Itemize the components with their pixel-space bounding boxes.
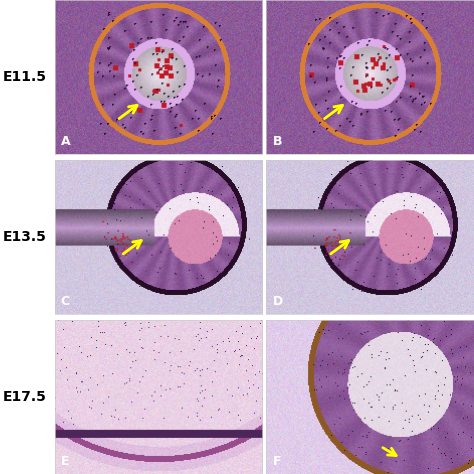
Text: E17.5: E17.5 [2,390,46,404]
Text: C: C [61,295,70,308]
Text: E11.5: E11.5 [2,70,46,84]
Text: B: B [273,135,282,148]
Text: E13.5: E13.5 [2,230,46,244]
Text: D: D [273,295,283,308]
Text: A: A [61,135,70,148]
Text: F: F [273,455,281,468]
Text: E: E [61,455,69,468]
